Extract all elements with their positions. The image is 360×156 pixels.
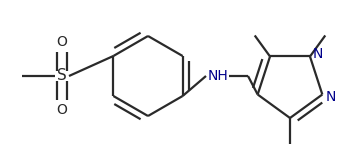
Text: O: O <box>57 103 67 117</box>
Text: N: N <box>313 47 323 61</box>
Text: NH: NH <box>208 69 228 83</box>
Text: O: O <box>57 35 67 49</box>
Text: S: S <box>57 68 67 83</box>
Text: N: N <box>325 90 336 104</box>
